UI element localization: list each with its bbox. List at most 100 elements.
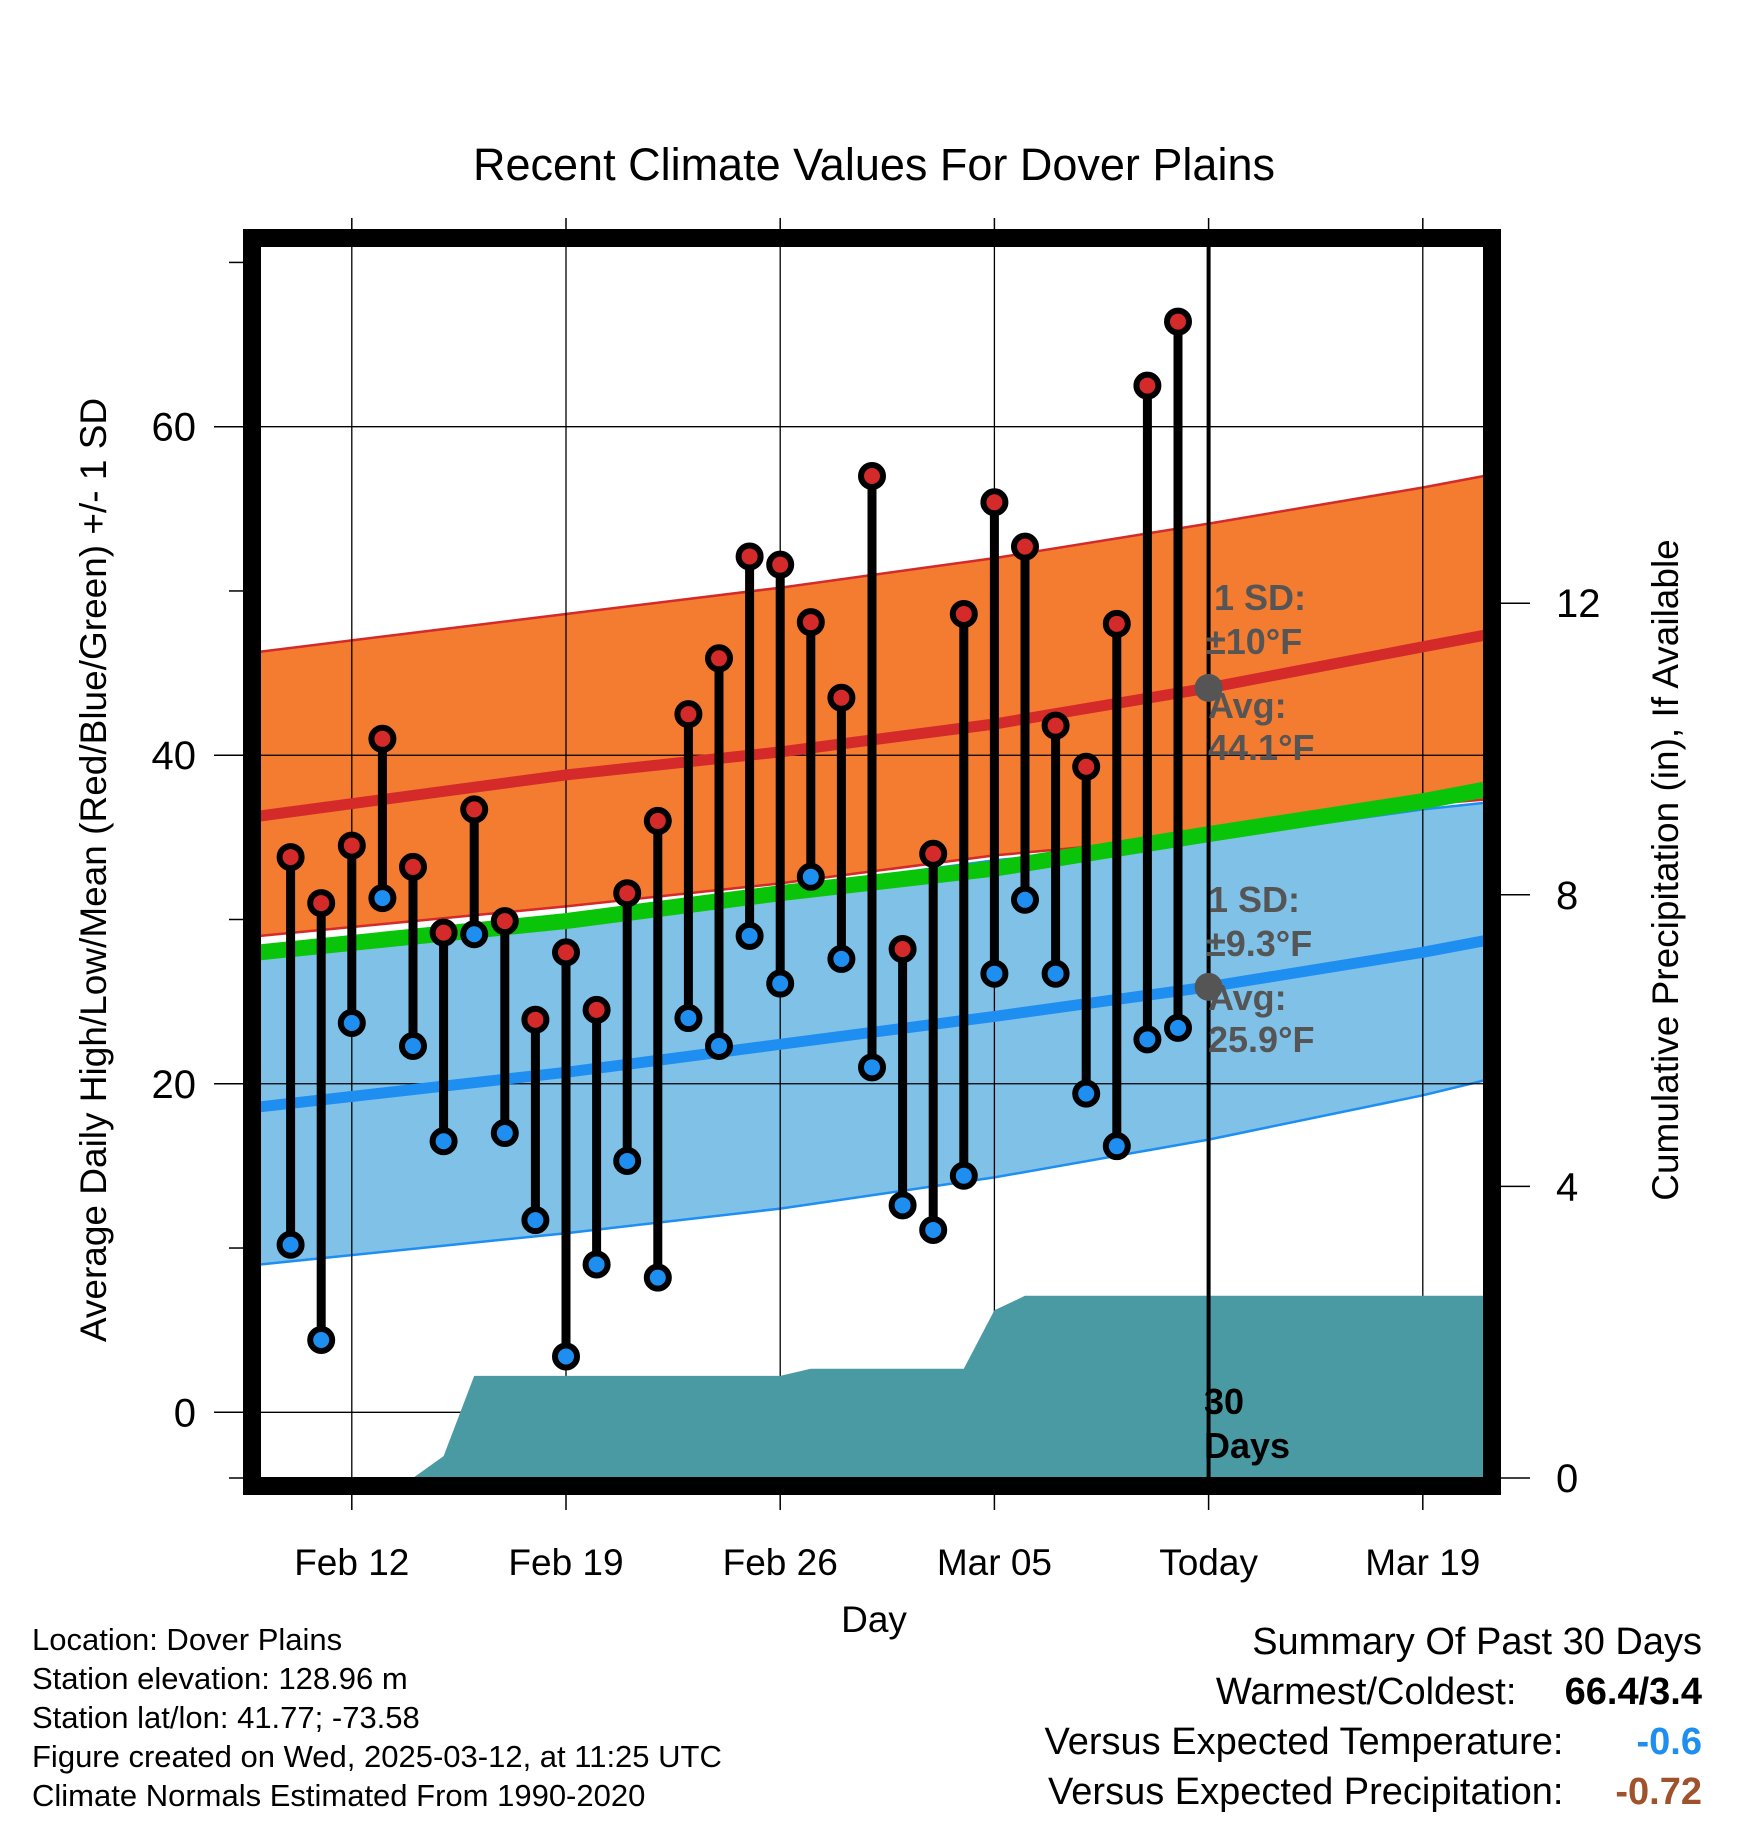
y2-tick-label: 8 [1556, 874, 1578, 918]
x-tick-label: Mar 05 [937, 1542, 1052, 1583]
daily-high-point [888, 935, 917, 964]
precip-cumulative-area [260, 1295, 1484, 1478]
window-days-label: Days [1204, 1425, 1290, 1466]
low-avg-label: Avg: [1208, 977, 1287, 1018]
window-days-number: 30 [1204, 1381, 1244, 1422]
high-sd-label: 1 SD: [1214, 577, 1306, 618]
plot-border [243, 229, 1501, 1495]
daily-low-point [674, 1004, 703, 1033]
daily-high-point [490, 907, 519, 936]
summary-temp-row: Versus Expected Temperature: -0.6 [802, 1717, 1702, 1767]
high-avg-value: 44.1°F [1208, 727, 1314, 768]
daily-low-point [949, 1161, 978, 1190]
low-sd-value: ±9.3°F [1206, 923, 1312, 964]
daily-high-point [1164, 307, 1192, 336]
high-avg-label: Avg: [1208, 685, 1287, 726]
daily-high-point [276, 843, 305, 872]
y2-tick-label: 12 [1556, 582, 1601, 626]
daily-low-point [490, 1119, 519, 1148]
today-low-avg-marker [1194, 972, 1223, 1001]
daily-low-point [1011, 885, 1039, 914]
y-tick-label: 60 [152, 406, 197, 450]
daily-high-point [399, 852, 427, 881]
daily-high-point [643, 806, 672, 835]
daily-low-point [1072, 1079, 1101, 1108]
daily-low-point [307, 1326, 336, 1355]
daily-low-point [858, 1053, 886, 1082]
x-tick-label: Feb 12 [294, 1542, 409, 1583]
daily-high-point [980, 488, 1009, 517]
daily-high-point [796, 608, 825, 637]
daily-low-point [980, 959, 1009, 988]
daily-low-point [1041, 959, 1070, 988]
warm-cold-label: Warmest/Coldest: [1215, 1671, 1517, 1713]
daily-high-point [582, 995, 611, 1024]
daily-low-point [766, 969, 795, 998]
low-sd-label: 1 SD: [1208, 879, 1300, 920]
y2-tick-label: 4 [1556, 1165, 1578, 1209]
x-axis-label: Day [841, 1599, 907, 1640]
daily-high-point [735, 542, 764, 571]
low-avg-value: 25.9°F [1208, 1019, 1314, 1060]
daily-low-point [827, 944, 856, 973]
daily-high-point [613, 879, 642, 908]
daily-high-point [460, 795, 489, 824]
daily-low-point [276, 1230, 305, 1259]
summary-precip-row: Versus Expected Precipitation: -0.72 [802, 1767, 1702, 1817]
daily-high-point [1102, 609, 1131, 638]
daily-low-point [368, 884, 397, 913]
temp-departure-value: -0.6 [1636, 1721, 1702, 1763]
daily-low-point [582, 1250, 611, 1279]
daily-high-point [307, 889, 336, 918]
daily-low-point [796, 862, 825, 891]
axes: Feb 12 Feb 19 Feb 26 Mar 05 Today Mar 1902040… [152, 218, 1601, 1583]
elevation-text: Station elevation: 128.96 m [32, 1661, 408, 1696]
daily-high-point [705, 644, 733, 673]
summary-panel: Summary Of Past 30 Days Warmest/Coldest:… [802, 1617, 1702, 1817]
y-tick-label: 0 [174, 1391, 196, 1435]
summary-warm-cold-row: Warmest/Coldest: 66.4/3.4 [802, 1667, 1702, 1717]
created-text: Figure created on Wed, 2025-03-12, at 11… [32, 1739, 722, 1774]
daily-low-point [1102, 1132, 1131, 1161]
plot-frame [243, 229, 1501, 1495]
daily-high-point [919, 839, 948, 868]
y-tick-label: 40 [152, 734, 197, 778]
daily-high-point [1011, 532, 1039, 561]
y2-tick-label: 0 [1556, 1457, 1578, 1501]
daily-high-point [949, 599, 978, 628]
daily-low-point [735, 921, 764, 950]
daily-high-point [429, 918, 458, 947]
today-high-avg-marker [1194, 673, 1223, 702]
daily-low-point [643, 1263, 672, 1292]
daily-high-point [858, 461, 886, 490]
daily-high-point [521, 1005, 550, 1034]
station-info: Location: Dover Plains Station elevation… [32, 1620, 932, 1815]
daily-low-point [521, 1206, 550, 1235]
x-tick-label: Feb 19 [508, 1542, 623, 1583]
daily-high-point [827, 683, 856, 712]
high-sd-value: ±10°F [1206, 621, 1302, 662]
daily-low-point [1164, 1013, 1192, 1042]
daily-high-point [337, 831, 366, 860]
daily-high-point [1133, 371, 1162, 400]
daily-high-point [1041, 711, 1070, 740]
daily-high-point [368, 724, 397, 753]
summary-title: Summary Of Past 30 Days [1252, 1621, 1702, 1663]
precip-departure-value: -0.72 [1615, 1771, 1702, 1813]
daily-low-point [888, 1191, 917, 1220]
daily-high-point [766, 550, 795, 579]
precip-departure-label: Versus Expected Precipitation: [1048, 1771, 1564, 1813]
x-tick-label: Feb 26 [723, 1542, 838, 1583]
daily-high-point [552, 938, 580, 967]
precipitation-area [260, 1295, 1484, 1478]
daily-high-point [674, 700, 703, 729]
y-tick-label: 20 [152, 1063, 197, 1107]
daily-low-point [919, 1215, 948, 1244]
daily-low-point [705, 1031, 733, 1060]
x-tick-label: Today [1159, 1542, 1258, 1583]
x-tick-label: Mar 19 [1365, 1542, 1480, 1583]
daily-low-point [399, 1031, 427, 1060]
daily-low-point [429, 1127, 458, 1156]
